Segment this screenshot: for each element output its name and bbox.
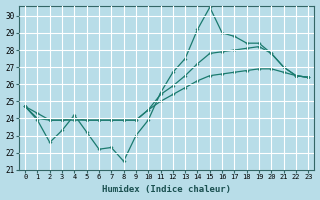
X-axis label: Humidex (Indice chaleur): Humidex (Indice chaleur) (102, 185, 231, 194)
